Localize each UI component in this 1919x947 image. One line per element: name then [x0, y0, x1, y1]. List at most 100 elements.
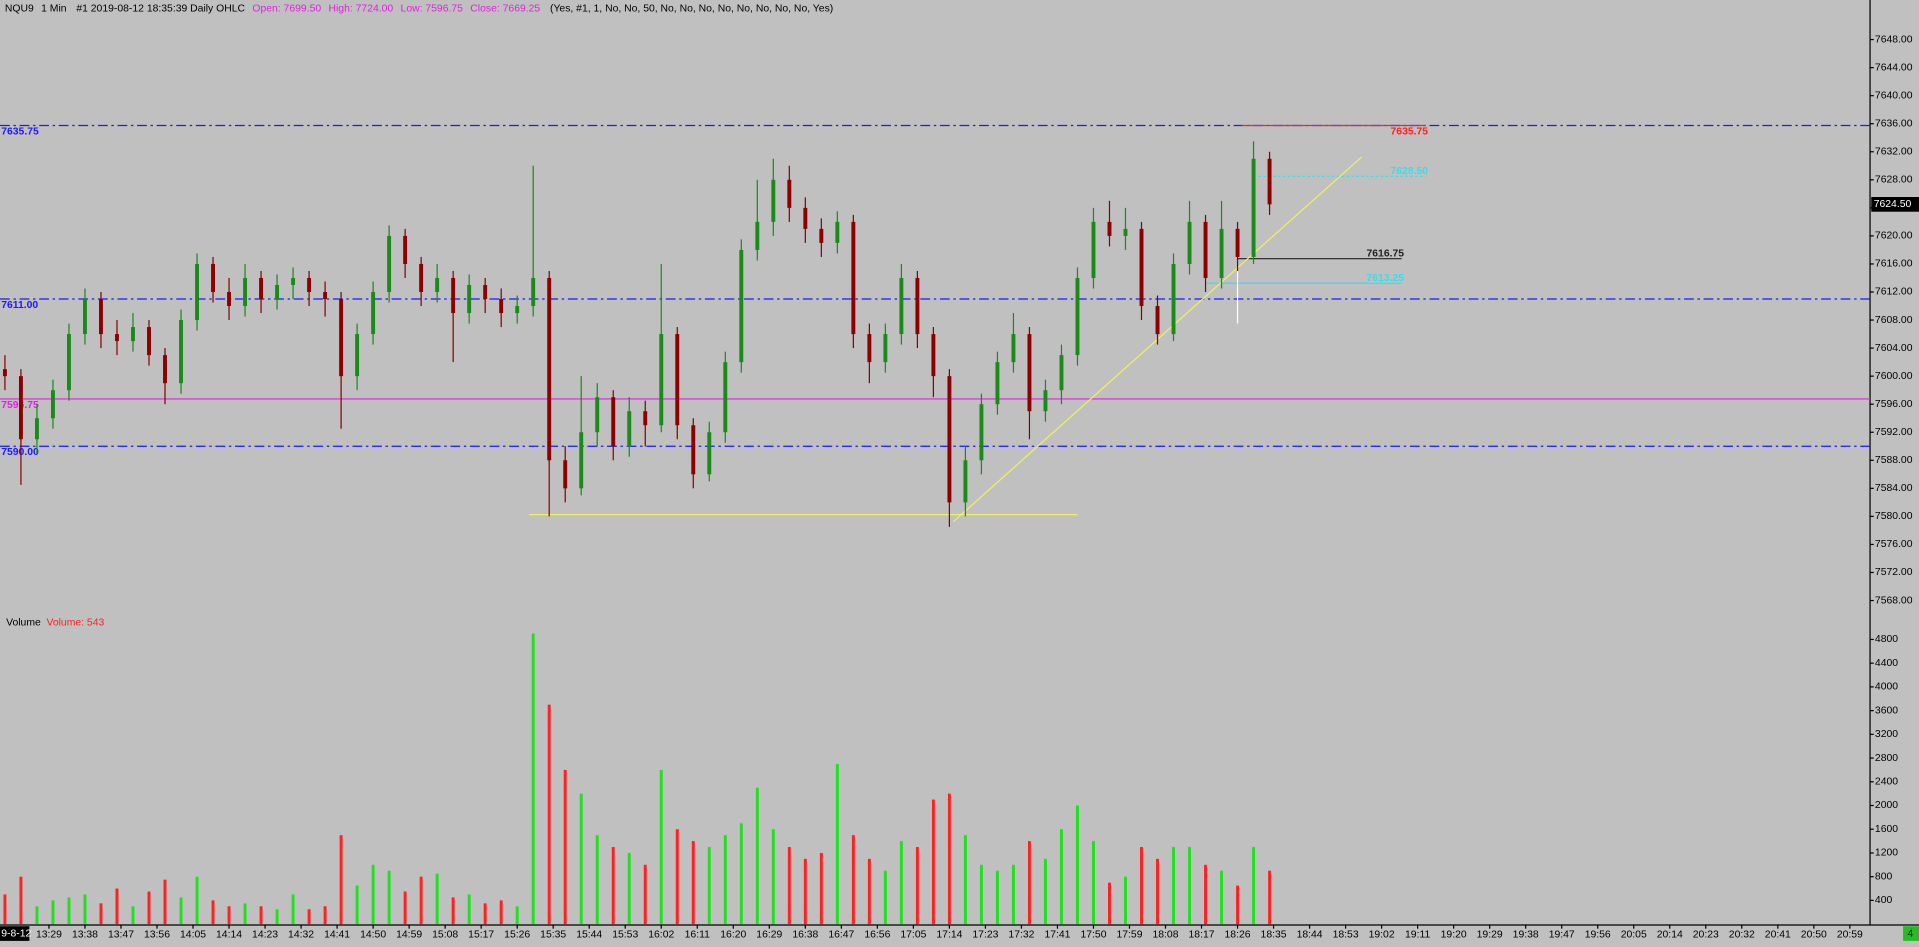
- x-tick-label: 17:59: [1116, 930, 1142, 941]
- candle-body: [371, 292, 376, 335]
- y-tick-label: 7608.00: [1875, 315, 1913, 326]
- volume-bar: [1059, 829, 1063, 925]
- candle-body: [643, 411, 648, 426]
- candle-body: [1107, 221, 1112, 236]
- candle-body: [435, 277, 440, 293]
- volume-legend: Volume: 543: [47, 618, 105, 629]
- volume-bar: [1027, 841, 1031, 925]
- x-tick-label: 16:11: [685, 930, 710, 941]
- candle-body: [179, 320, 183, 384]
- candle-body: [515, 306, 520, 314]
- x-tick-label: 19:11: [1405, 930, 1430, 941]
- candle-body: [723, 362, 728, 433]
- volume-bar: [1252, 847, 1256, 925]
- y-tick-label: 7596.00: [1875, 399, 1913, 410]
- x-tick-label: 18:17: [1189, 930, 1215, 941]
- date-label: 9-8-12: [1, 928, 31, 939]
- volume-bar: [371, 864, 375, 925]
- candle-body: [963, 460, 968, 503]
- interval: 1 Min: [41, 3, 67, 14]
- candle-body: [387, 235, 392, 293]
- candle-body: [579, 432, 584, 489]
- y-tick-label: 3600: [1875, 705, 1898, 716]
- volume-bar: [691, 841, 695, 925]
- volume-bar: [547, 704, 551, 925]
- x-tick-label: 19:47: [1549, 930, 1575, 941]
- candle-body: [34, 418, 39, 440]
- volume-bar: [99, 903, 103, 925]
- x-tick-label: 17:32: [1008, 930, 1034, 941]
- candle-body: [227, 292, 232, 307]
- volume-bar: [1156, 858, 1159, 925]
- x-tick-label: 19:20: [1441, 930, 1467, 941]
- candle-body: [83, 299, 87, 335]
- candle-body: [259, 277, 264, 300]
- volume-bar: [835, 763, 839, 925]
- candle-body: [419, 263, 424, 293]
- x-tick-label: 15:44: [576, 930, 602, 941]
- candle-body: [851, 221, 856, 335]
- candle-body: [195, 263, 199, 321]
- volume-bar: [867, 858, 871, 925]
- volume-bar: [723, 835, 727, 925]
- volume-bar: [19, 876, 23, 925]
- candle-body: [787, 179, 792, 208]
- candle-body: [1091, 221, 1096, 278]
- x-tick-label: 15:17: [468, 930, 494, 941]
- volume-bar: [883, 870, 887, 925]
- x-tick-label: 20:59: [1837, 930, 1863, 941]
- x-tick-label: 14:23: [252, 930, 278, 941]
- x-tick-label: 18:26: [1225, 930, 1251, 941]
- x-tick-label: 17:41: [1044, 930, 1070, 941]
- volume-bar: [979, 864, 983, 925]
- candle-body: [307, 277, 312, 293]
- volume-bar: [435, 873, 439, 925]
- volume-bar: [179, 897, 183, 925]
- y-tick-label: 7568.00: [1875, 595, 1913, 606]
- volume-bar: [1011, 864, 1015, 925]
- volume-bar: [339, 835, 343, 925]
- volume-bar: [515, 906, 519, 925]
- volume-bar: [1092, 841, 1095, 925]
- x-tick-label: 17:50: [1080, 930, 1106, 941]
- candle-body: [99, 299, 103, 335]
- x-tick-label: 19:56: [1585, 930, 1611, 941]
- y-tick-label: 7572.00: [1875, 567, 1913, 578]
- volume-bar: [403, 891, 407, 925]
- x-tick-label: 14:50: [360, 930, 386, 941]
- candle-body: [403, 235, 408, 264]
- volume-bar: [995, 870, 999, 925]
- candle-body: [1203, 221, 1208, 278]
- candle-body: [291, 277, 296, 285]
- y-tick-label: 7628.00: [1875, 175, 1913, 186]
- x-tick-label: 17:05: [900, 930, 926, 941]
- x-tick-label: 13:38: [72, 930, 98, 941]
- date-box: [0, 926, 30, 941]
- candle-body: [1267, 158, 1272, 205]
- x-tick-label: 18:44: [1297, 930, 1323, 941]
- volume-bar: [259, 906, 263, 925]
- x-tick-label: 13:29: [36, 930, 62, 941]
- x-tick-label: 20:23: [1693, 930, 1719, 941]
- y-tick-label: 7612.00: [1875, 287, 1913, 298]
- y-tick-label: 1200: [1875, 848, 1898, 859]
- x-tick-label: 16:47: [828, 930, 854, 941]
- y-tick-label: 7620.00: [1875, 231, 1913, 242]
- level-label: 7613.25: [1367, 273, 1405, 284]
- volume-bar: [947, 793, 951, 925]
- volume-bar: [51, 900, 55, 925]
- volume-bar: [483, 903, 487, 925]
- volume-bar: [323, 906, 327, 925]
- volume-bar: [803, 858, 807, 925]
- volume-bar: [307, 909, 311, 925]
- y-tick-label: 7632.00: [1875, 147, 1913, 158]
- level-label: 7628.50: [1391, 166, 1429, 177]
- x-tick-label: 16:20: [720, 930, 746, 941]
- x-tick-label: 20:50: [1801, 930, 1827, 941]
- candle-body: [1123, 228, 1128, 236]
- y-tick-label: 7584.00: [1875, 483, 1913, 494]
- volume-bar: [915, 847, 919, 925]
- volume-bar: [83, 894, 87, 925]
- volume-bar: [755, 787, 759, 925]
